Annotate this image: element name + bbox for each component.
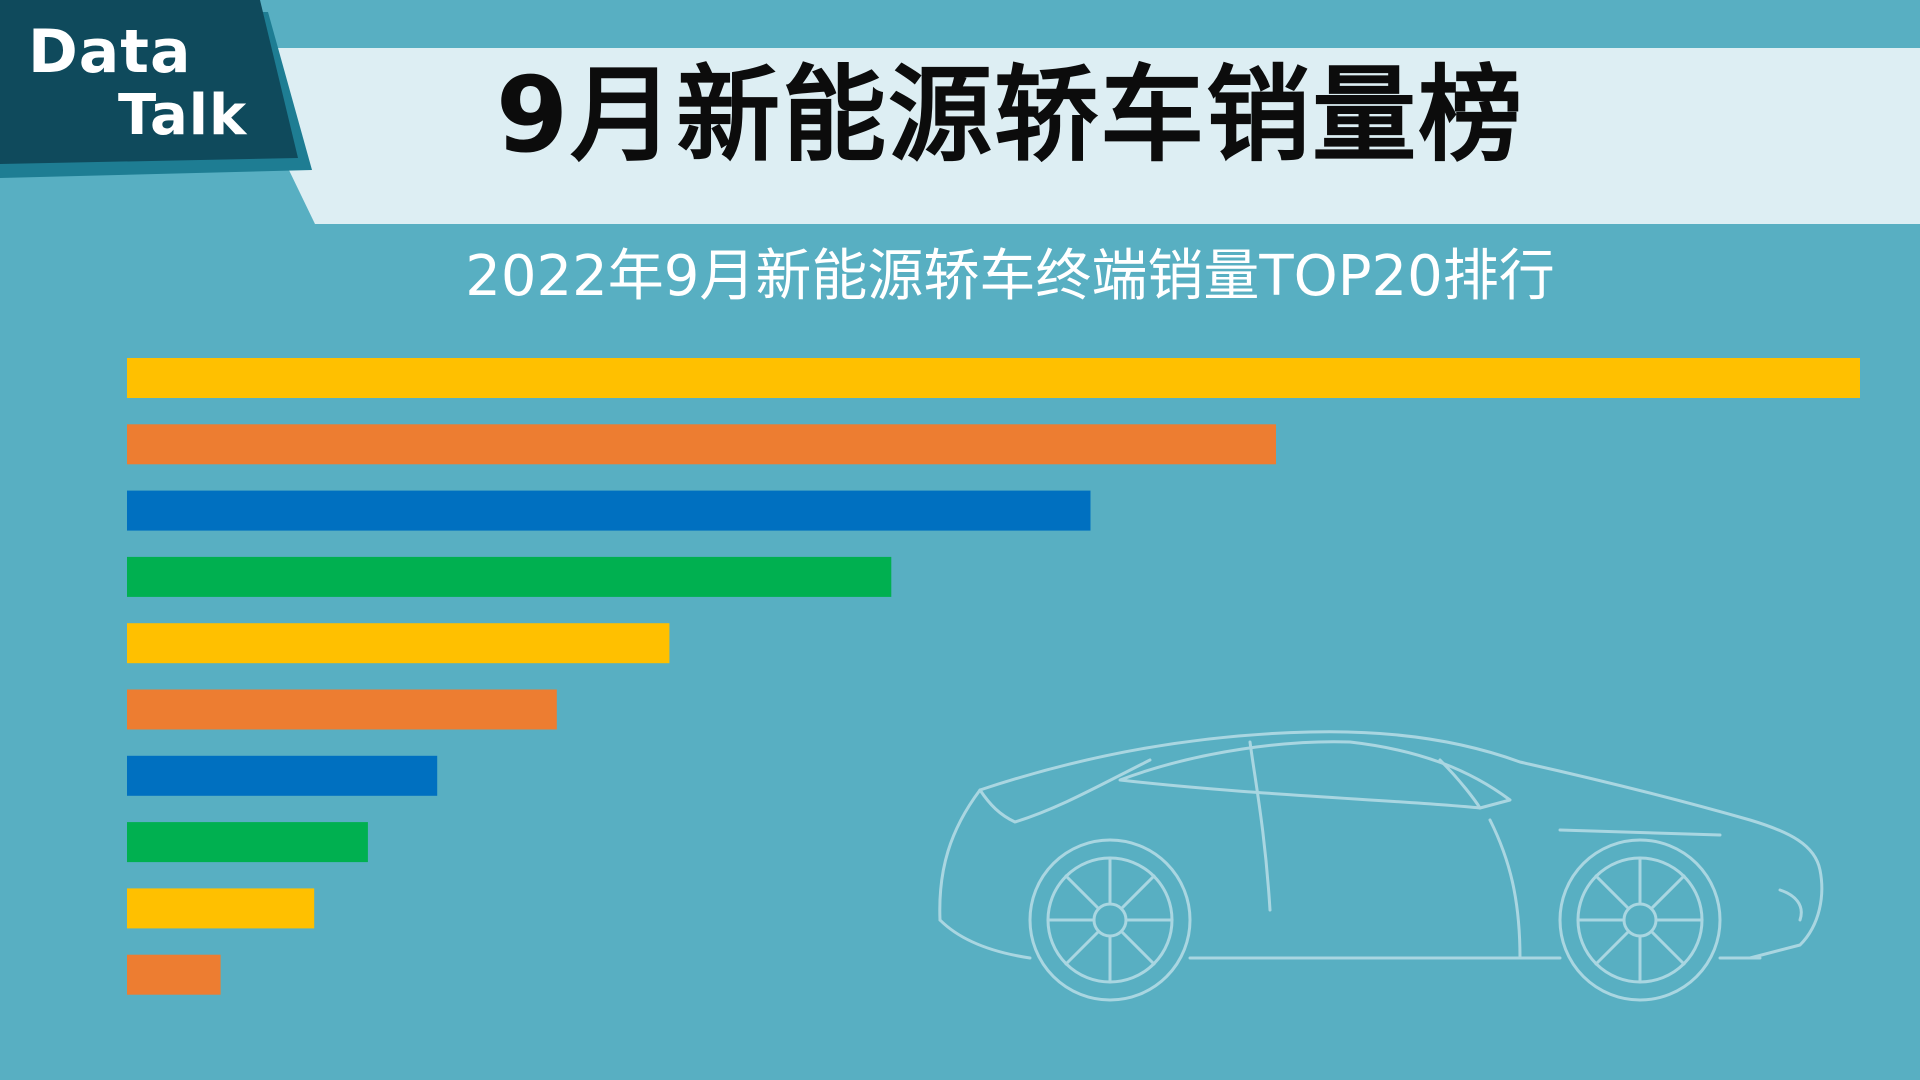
car-outline-illustration: [938, 730, 1824, 1002]
banner-background: [230, 48, 1920, 224]
bar-7: [127, 755, 438, 796]
bar-3: [127, 490, 1091, 531]
bar-10: [127, 954, 221, 995]
bar-4: [127, 556, 892, 597]
title-banner: [230, 48, 1920, 224]
bar-1: [127, 358, 1860, 398]
bar-2: [127, 424, 1276, 465]
chart-title: 9月新能源轿车销量榜: [495, 54, 1525, 176]
bar-6: [127, 689, 557, 730]
badge-word-talk: Talk: [118, 83, 248, 148]
badge-panel: [0, 0, 298, 164]
bar-9: [127, 888, 315, 929]
bar-8: [127, 822, 368, 863]
data-talk-badge: Data Talk: [0, 0, 320, 180]
bars-group: [127, 358, 1860, 995]
chart-subtitle: 2022年9月新能源轿车终端销量TOP20排行: [465, 244, 1555, 309]
badge-word-data: Data: [28, 17, 192, 87]
badge-shape: [0, 0, 312, 178]
bar-5: [127, 623, 670, 664]
